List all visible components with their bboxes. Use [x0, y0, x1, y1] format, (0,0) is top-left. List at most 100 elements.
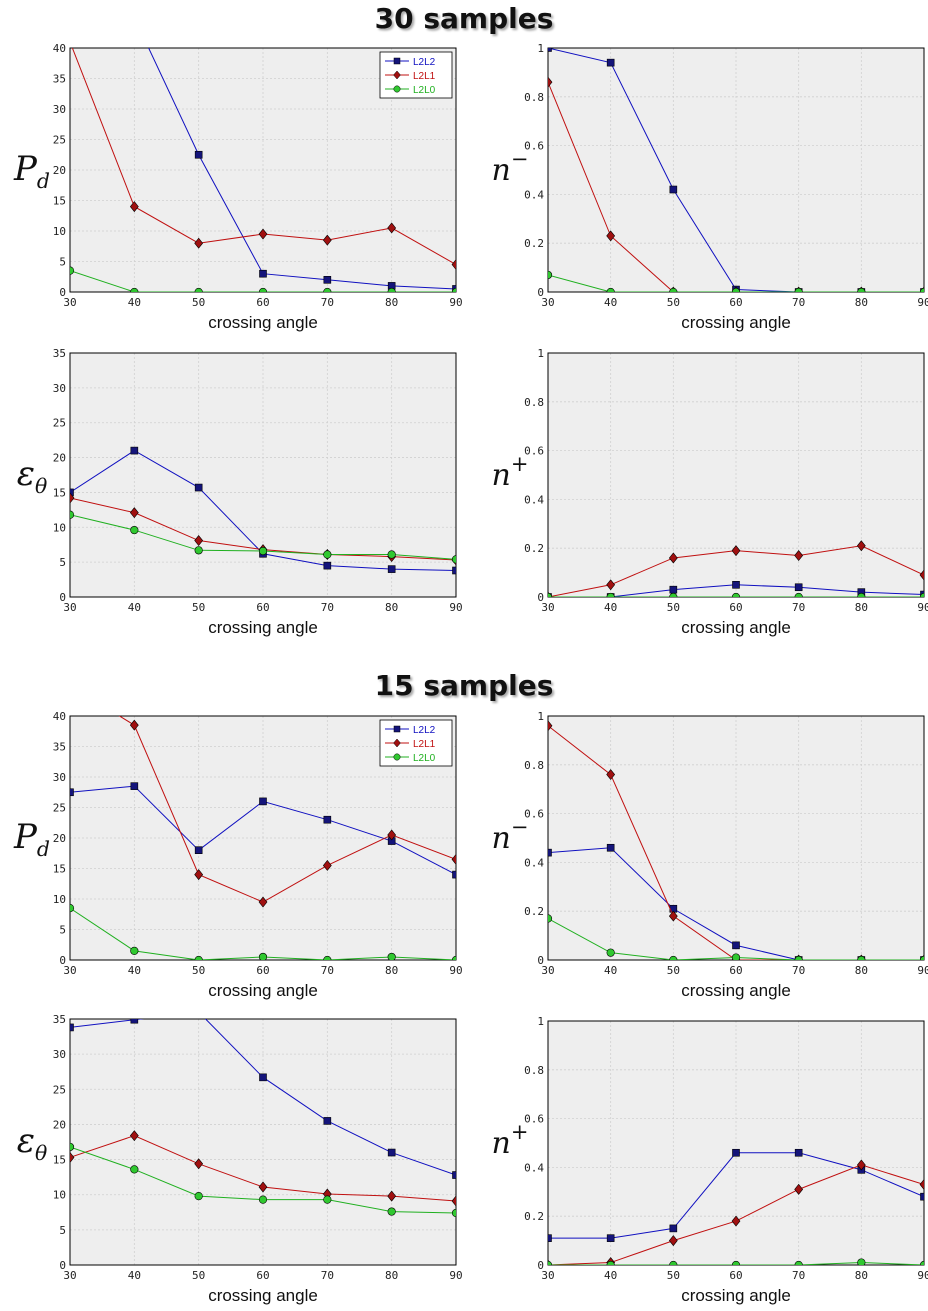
data-point-L2L0 [606, 1260, 615, 1265]
data-point-L2L2 [387, 565, 396, 573]
x-tick-label: 50 [667, 296, 680, 309]
data-point-L2L1 [194, 1158, 204, 1170]
legend-label-L2L1: L2L1 [413, 71, 436, 82]
legend-marker-L2L0 [393, 753, 401, 761]
data-point-L2L0 [451, 1208, 456, 1218]
y-tick-label: 25 [53, 802, 66, 815]
y-tick-label: 0.4 [524, 188, 544, 201]
data-point-L2L1 [731, 1215, 741, 1227]
y-tick-label: 1 [537, 42, 544, 55]
data-point-L2L2 [732, 941, 740, 950]
x-tick-label: 80 [855, 1269, 868, 1282]
data-point-L2L0 [794, 1260, 803, 1265]
data-point-L2L1 [387, 222, 397, 234]
plot-frame [69, 352, 457, 598]
x-tick-label: 60 [729, 601, 742, 614]
x-tick-label: 50 [192, 964, 205, 977]
y-tick-label: 0 [59, 286, 66, 299]
x-axis-label: crossing angle [208, 981, 318, 1000]
x-tick-label: 70 [321, 964, 334, 977]
data-point-L2L0 [70, 510, 75, 519]
data-point-L2L1 [129, 507, 139, 519]
data-point-L2L1 [70, 1151, 75, 1163]
x-tick-label: 30 [63, 296, 76, 309]
y-tick-label: 20 [53, 452, 66, 465]
data-point-L2L0 [70, 266, 75, 275]
y-tick-label: 40 [53, 42, 66, 55]
data-point-L2L0 [606, 948, 615, 957]
data-point-L2L0 [258, 952, 268, 960]
x-tick-label: 80 [385, 964, 398, 977]
legend-label-L2L0: L2L0 [413, 85, 436, 96]
x-tick-label: 90 [917, 964, 928, 977]
legend-marker-L2L1 [393, 738, 401, 748]
y-tick-label: 0 [59, 591, 66, 604]
data-point-L2L0 [606, 287, 615, 292]
data-point-L2L0 [919, 287, 924, 292]
y-tick-label: 0.6 [524, 140, 544, 153]
data-point-L2L2 [259, 1073, 267, 1082]
data-point-L2L1 [606, 769, 616, 781]
y-tick-label: 15 [53, 1154, 66, 1167]
data-point-L2L1 [70, 492, 75, 504]
x-tick-label: 30 [63, 601, 76, 614]
data-point-L2L2 [794, 583, 803, 592]
data-point-L2L0 [451, 287, 456, 292]
legend-label-L2L0: L2L0 [413, 753, 436, 764]
x-tick-label: 90 [449, 964, 462, 977]
data-point-L2L0 [323, 287, 332, 292]
data-point-L2L2 [669, 185, 678, 194]
x-tick-label: 80 [385, 601, 398, 614]
x-tick-label: 60 [729, 1269, 742, 1282]
data-point-L2L1 [668, 1235, 678, 1247]
data-point-L2L0 [669, 1260, 678, 1265]
data-point-L2L1 [194, 237, 204, 249]
data-point-L2L0 [731, 592, 741, 597]
data-point-L2L1 [668, 910, 678, 922]
data-point-L2L0 [387, 287, 396, 292]
x-tick-label: 80 [855, 296, 868, 309]
x-tick-label: 60 [729, 296, 742, 309]
data-point-L2L1 [129, 719, 139, 731]
y-tick-label: 0.2 [524, 237, 544, 250]
data-point-L2L0 [731, 287, 741, 292]
y-tick-label: 0.2 [524, 1210, 544, 1223]
data-point-L2L0 [130, 287, 139, 292]
x-axis-label: crossing angle [681, 618, 791, 637]
data-point-L2L1 [258, 896, 268, 908]
legend-marker-L2L0 [393, 85, 401, 93]
y-tick-label: 30 [53, 1048, 66, 1061]
x-tick-label: 30 [541, 1269, 554, 1282]
data-point-L2L2 [130, 446, 139, 455]
data-point-L2L0 [387, 1207, 396, 1216]
data-point-L2L1 [258, 228, 268, 240]
y-axis-label: n+ [492, 452, 529, 493]
x-tick-label: 50 [667, 1269, 680, 1282]
data-point-L2L2 [794, 1148, 803, 1157]
y-tick-label: 20 [53, 1118, 66, 1131]
y-tick-label: 5 [59, 1224, 66, 1237]
data-point-L2L2 [387, 1148, 396, 1157]
data-point-L2L0 [857, 1258, 866, 1265]
data-point-L2L0 [451, 955, 456, 960]
y-tick-label: 35 [53, 741, 66, 754]
data-point-L2L2 [323, 275, 332, 284]
x-tick-label: 40 [604, 296, 617, 309]
y-tick-label: 0.6 [524, 445, 544, 458]
data-point-L2L0 [548, 914, 553, 923]
data-point-L2L0 [70, 1142, 75, 1152]
section-title-30-samples: 30 samples [374, 2, 554, 35]
x-tick-label: 80 [385, 296, 398, 309]
x-tick-label: 80 [855, 964, 868, 977]
y-tick-label: 20 [53, 164, 66, 177]
x-tick-label: 40 [604, 601, 617, 614]
x-tick-label: 70 [321, 296, 334, 309]
x-tick-label: 90 [449, 1269, 462, 1282]
data-point-L2L0 [130, 946, 139, 955]
data-point-L2L2 [548, 848, 552, 857]
y-tick-label: 0.2 [524, 542, 544, 555]
y-tick-label: 15 [53, 195, 66, 208]
data-point-L2L0 [194, 955, 203, 960]
y-tick-label: 5 [59, 556, 66, 569]
